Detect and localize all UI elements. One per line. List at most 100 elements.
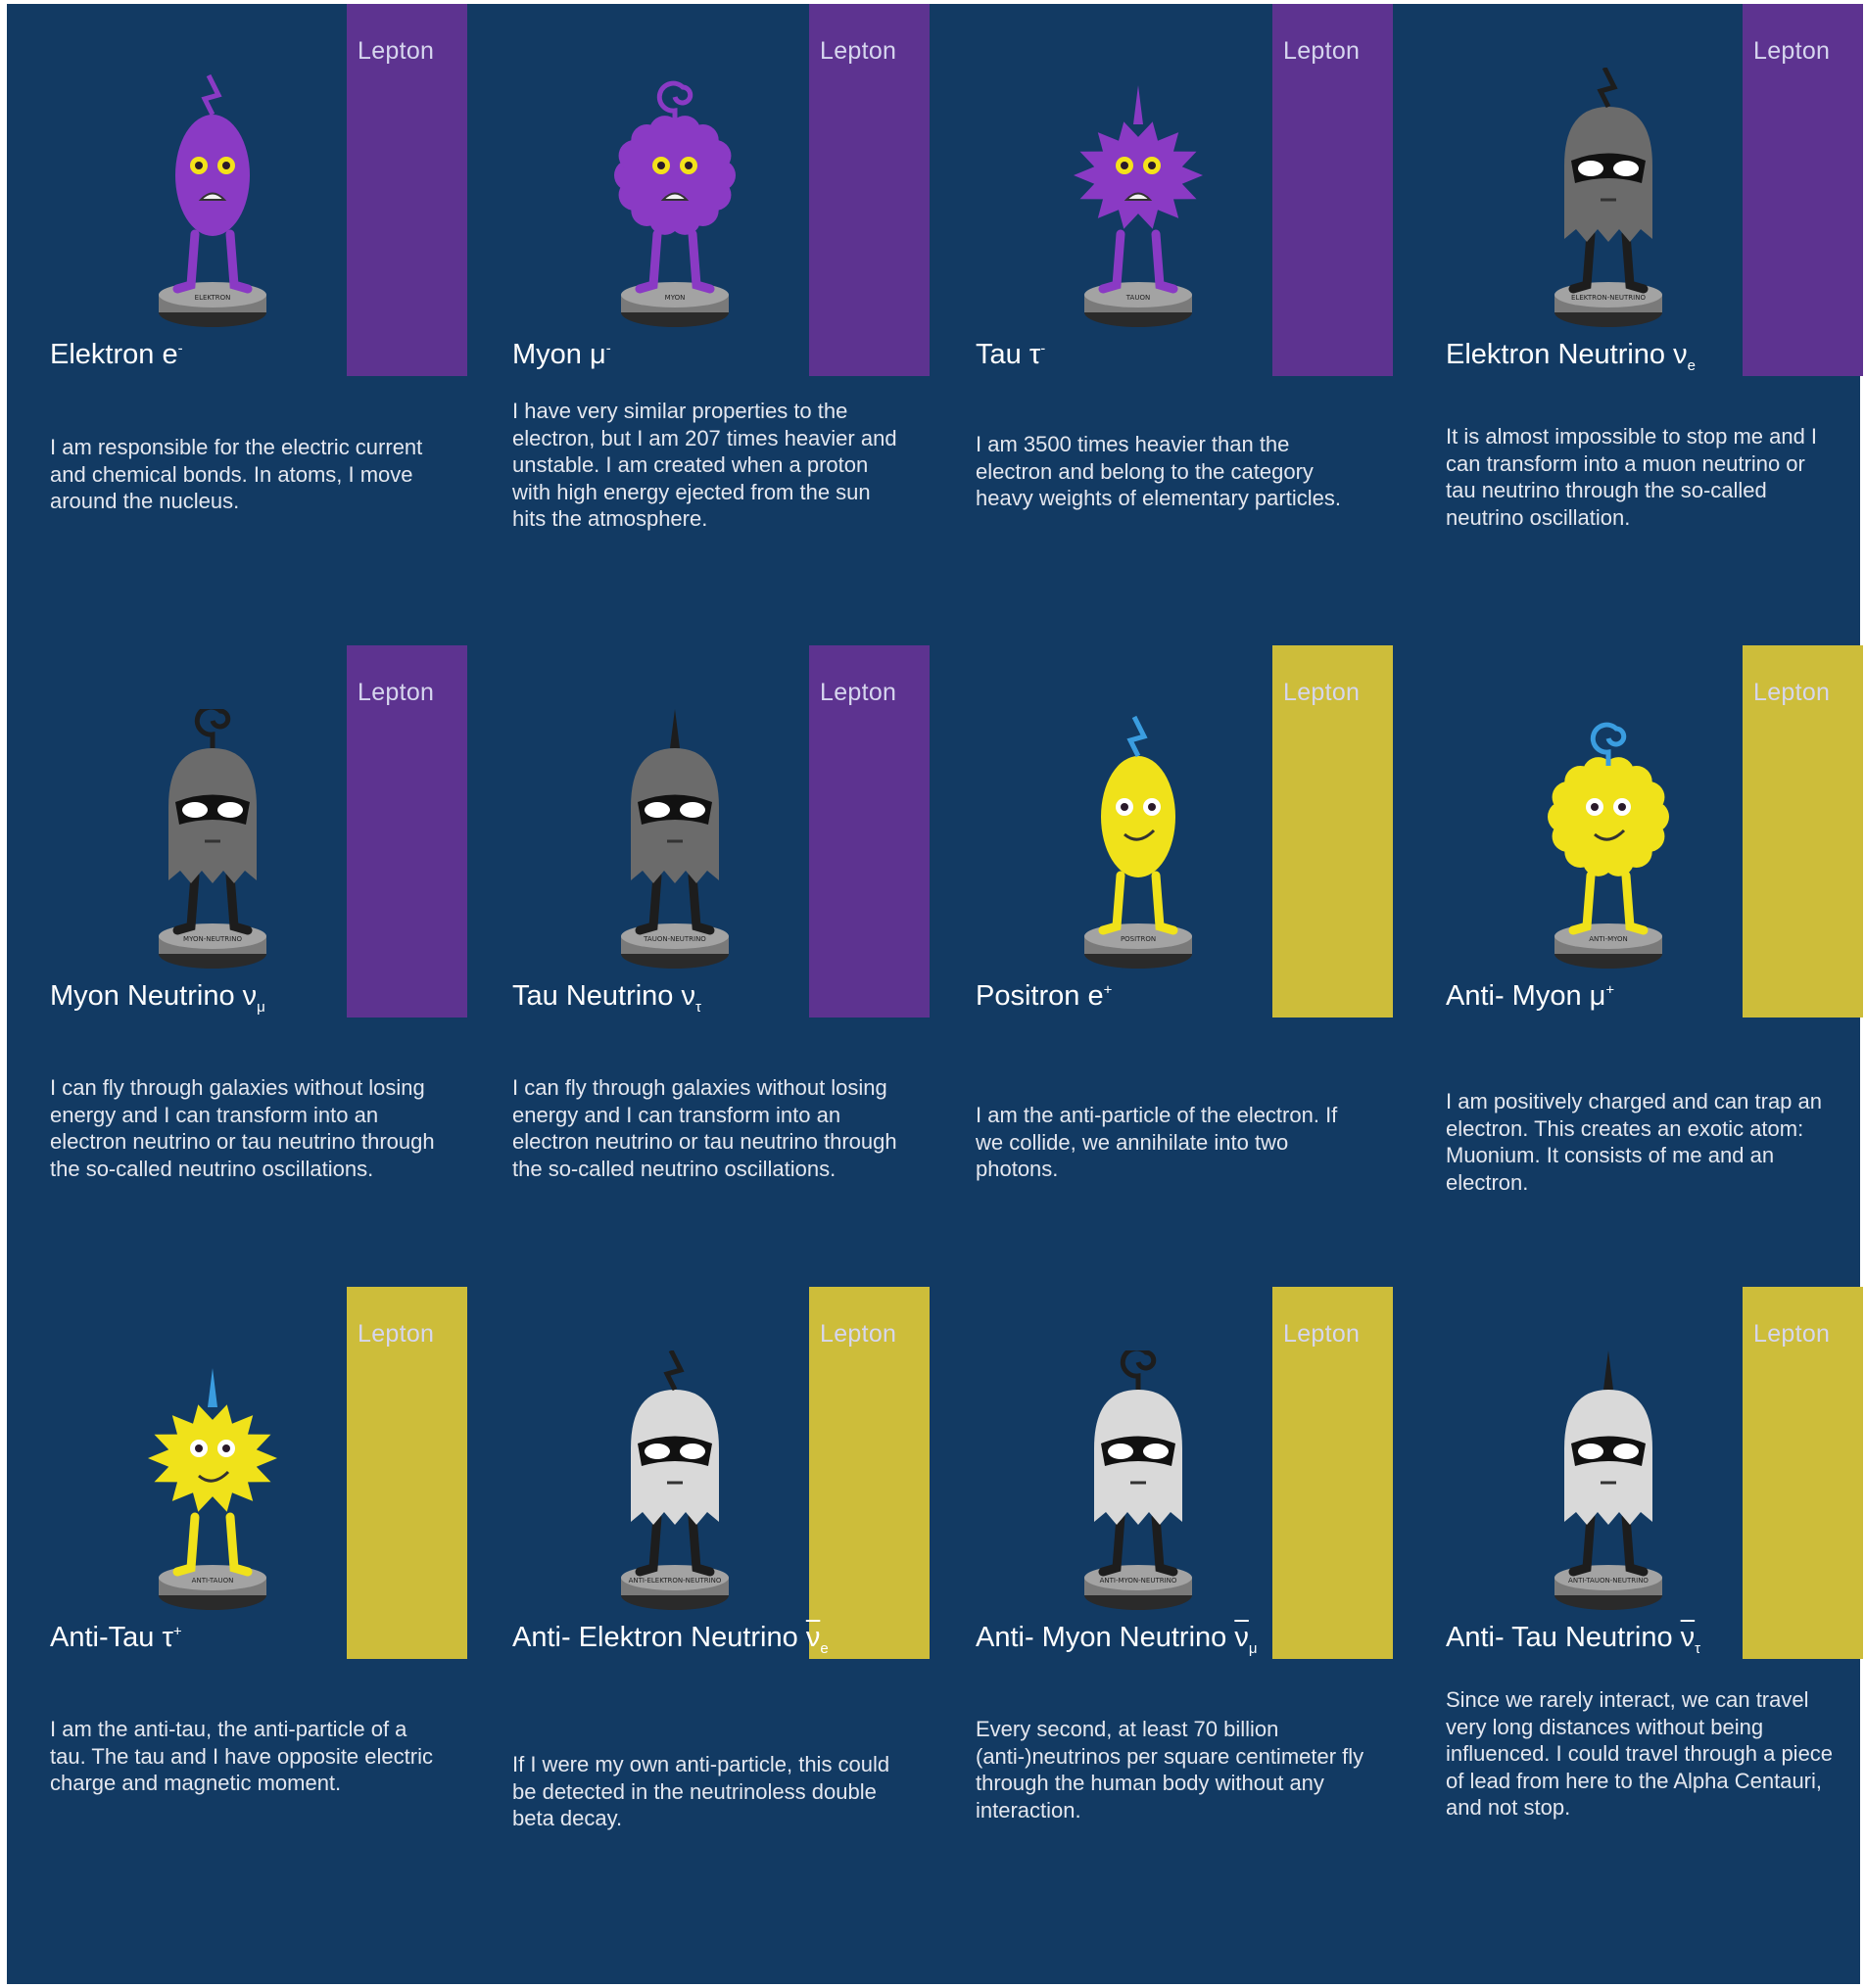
category-label: Lepton [820,679,897,706]
category-band: Lepton [1743,1287,1863,1659]
character-figure: TAUON-NEUTRINO [577,709,773,973]
particle-name: Tau τ- [976,339,1045,371]
svg-text:ANTI-MYON: ANTI-MYON [1589,935,1628,943]
particle-name-text: Myon Neutrino ν [50,980,258,1012]
particle-card-board: Lepton ELEKTRON Elektron e- I am responsibl… [7,4,1863,1984]
particle-description: I can fly through galaxies without losin… [512,1075,897,1181]
particle-description: It is almost impossible to stop me and I… [1446,424,1818,530]
svg-text:ELEKTRON-NEUTRINO: ELEKTRON-NEUTRINO [1571,294,1646,302]
character-figure-icon: ANTI-TAUON [148,1368,277,1610]
particle-name: Elektron e- [50,339,183,371]
character-figure-icon: ELEKTRON-NEUTRINO [1554,68,1662,327]
particle-name: Myon μ- [512,339,611,371]
particle-name-text: Anti- Elektron Neutrino [512,1622,806,1653]
particle-name-text: Tau Neutrino ν [512,980,695,1012]
flavor-subscript: μ [1248,1639,1258,1657]
charge-superscript: + [1605,981,1615,999]
particle-name: Myon Neutrino νμ [50,980,265,1016]
category-band: Lepton [809,4,930,376]
particle-card: Lepton TAUON-NEUTRINO Tau Neutrino ντ I can… [469,645,930,1282]
category-band: Lepton [1272,645,1393,1018]
particle-card: Lepton MYON Myon μ- I have very similar pro… [469,4,930,640]
particle-card: Lepton ANTI-MYON Anti- Myon μ+ I am positiv… [1403,645,1863,1282]
particle-description: I am the anti-particle of the electron. … [976,1103,1338,1181]
character-figure-icon: ANTI-MYON-NEUTRINO [1084,1350,1192,1610]
character-figure-icon: POSITRON [1084,715,1192,969]
svg-text:ELEKTRON: ELEKTRON [195,294,231,302]
character-figure: POSITRON [1040,709,1236,973]
particle-card: Lepton ELEKTRON-NEUTRINO Elektron Neutrino… [1403,4,1863,640]
particle-name-text: Anti-Tau τ [50,1622,173,1653]
particle-card: Lepton ANTI-TAUON-NEUTRINO Anti- Tau Neutr… [1403,1287,1863,1923]
character-figure: TAUON [1040,68,1236,332]
category-label: Lepton [820,1320,897,1348]
character-figure-icon: ANTI-MYON [1548,722,1669,969]
particle-name: Anti- Myon Neutrino νμ [976,1622,1257,1657]
category-band: Lepton [1743,645,1863,1018]
particle-card: Lepton ANTI-MYON-NEUTRINO Anti- Myon Neutr… [932,1287,1393,1923]
particle-symbol: ν [1234,1622,1249,1653]
character-figure: ANTI-MYON [1510,709,1706,973]
particle-card: Lepton ANTI-TAUON Anti-Tau τ+ I am the anti… [7,1287,467,1923]
particle-name-text: Anti- Myon Neutrino [976,1622,1235,1653]
category-band: Lepton [1272,1287,1393,1659]
particle-description: I am positively charged and can trap an … [1446,1089,1823,1195]
particle-card: Lepton MYON-NEUTRINO Myon Neutrino νμ I can… [7,645,467,1282]
particle-card: Lepton ELEKTRON Elektron e- I am responsibl… [7,4,467,640]
category-label: Lepton [1753,679,1831,706]
character-figure-icon: TAUON-NEUTRINO [621,709,729,969]
category-band: Lepton [809,1287,930,1659]
particle-symbol: ν [1680,1622,1696,1653]
particle-description: I have very similar properties to the el… [512,399,897,531]
flavor-subscript: μ [257,998,265,1016]
charge-superscript: - [605,340,611,357]
particle-name-text: Positron e [976,980,1104,1012]
category-band: Lepton [347,645,467,1018]
character-figure-icon: ELEKTRON [159,73,266,327]
character-figure: ANTI-TAUON [115,1350,311,1615]
charge-superscript: - [1040,340,1046,357]
category-band: Lepton [347,4,467,376]
svg-text:ANTI-TAUON-NEUTRINO: ANTI-TAUON-NEUTRINO [1568,1577,1649,1585]
particle-card: Lepton ANTI-ELEKTRON-NEUTRINO Anti- Elektr… [469,1287,930,1923]
svg-text:ANTI-TAUON: ANTI-TAUON [192,1577,234,1585]
particle-name: Anti- Myon μ+ [1446,980,1614,1013]
svg-text:TAUON: TAUON [1125,294,1150,302]
particle-name-text: Tau τ [976,339,1041,370]
particle-name: Positron e+ [976,980,1112,1013]
category-label: Lepton [358,37,435,65]
particle-name: Elektron Neutrino νe [1446,339,1696,374]
flavor-subscript: e [1687,356,1696,374]
flavor-subscript: τ [1695,1639,1701,1657]
category-band: Lepton [1272,4,1393,376]
particle-name: Anti- Tau Neutrino ντ [1446,1622,1700,1657]
svg-text:ANTI-ELEKTRON-NEUTRINO: ANTI-ELEKTRON-NEUTRINO [629,1577,722,1585]
category-label: Lepton [1753,1320,1831,1348]
particle-card: Lepton POSITRON Positron e+ I am the anti-p… [932,645,1393,1282]
character-figure: ELEKTRON-NEUTRINO [1510,68,1706,332]
particle-card: Lepton TAUON Tau τ- I am 3500 times heavier… [932,4,1393,640]
particle-name-text: Myon μ [512,339,606,370]
particle-description: Since we rarely interact, we can travel … [1446,1687,1834,1820]
svg-text:MYON-NEUTRINO: MYON-NEUTRINO [183,935,242,943]
character-figure: ANTI-TAUON-NEUTRINO [1510,1350,1706,1615]
svg-text:ANTI-MYON-NEUTRINO: ANTI-MYON-NEUTRINO [1100,1577,1177,1585]
character-figure-icon: TAUON [1074,85,1203,327]
flavor-subscript: e [820,1639,829,1657]
category-label: Lepton [820,37,897,65]
category-band: Lepton [1743,4,1863,376]
particle-name-text: Elektron e [50,339,178,370]
character-figure: ELEKTRON [115,68,311,332]
particle-name-text: Anti- Myon μ [1446,980,1606,1012]
particle-description: I can fly through galaxies without losin… [50,1075,435,1181]
particle-name-text: Anti- Tau Neutrino [1446,1622,1681,1653]
charge-superscript: + [172,1623,182,1640]
particle-name: Anti- Elektron Neutrino νe [512,1622,829,1657]
category-label: Lepton [1283,679,1361,706]
particle-description: I am the anti-tau, the anti-particle of … [50,1717,433,1795]
category-label: Lepton [1283,37,1361,65]
category-label: Lepton [358,679,435,706]
particle-description: Every second, at least 70 billion (anti-… [976,1717,1364,1822]
particle-description: I am responsible for the electric curren… [50,435,423,513]
svg-text:TAUON-NEUTRINO: TAUON-NEUTRINO [643,935,706,943]
